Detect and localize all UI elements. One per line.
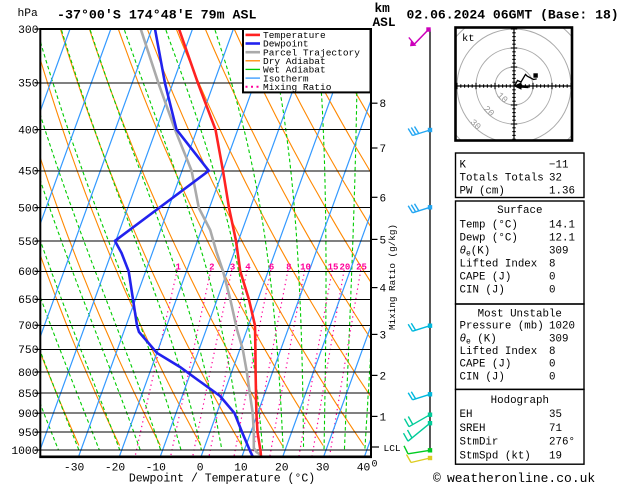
svg-text:450: 450 — [18, 167, 39, 179]
svg-text:Lifted Index: Lifted Index — [460, 259, 538, 271]
svg-text:1: 1 — [380, 412, 387, 424]
svg-text:750: 750 — [18, 345, 39, 357]
svg-text:-30: -30 — [64, 463, 85, 475]
svg-text:©: © — [433, 471, 441, 486]
svg-text:25: 25 — [356, 262, 367, 272]
svg-text:800: 800 — [18, 368, 39, 380]
svg-text:35: 35 — [549, 409, 562, 421]
svg-text:0: 0 — [549, 359, 555, 371]
svg-text:309: 309 — [549, 246, 568, 258]
svg-text:LCL: LCL — [384, 443, 401, 454]
svg-text:-20: -20 — [105, 463, 126, 475]
svg-text:600: 600 — [18, 267, 39, 279]
svg-text:−11: −11 — [549, 160, 568, 172]
svg-text:500: 500 — [18, 203, 39, 215]
svg-text:20: 20 — [275, 463, 289, 475]
svg-text:ASL: ASL — [373, 15, 396, 30]
svg-text:hPa: hPa — [18, 8, 39, 20]
svg-text:Parcel Trajectory: Parcel Trajectory — [263, 47, 360, 58]
svg-text:5: 5 — [380, 235, 387, 247]
svg-text:7: 7 — [380, 144, 387, 156]
svg-text:2: 2 — [380, 371, 387, 383]
svg-text:weatheronline.co.uk: weatheronline.co.uk — [447, 471, 595, 486]
svg-text:θe(K): θe(K) — [460, 246, 491, 259]
svg-text:40: 40 — [357, 463, 371, 475]
svg-text:0: 0 — [372, 460, 378, 471]
svg-text:900: 900 — [18, 409, 39, 421]
svg-text:0: 0 — [549, 272, 555, 284]
svg-text:950: 950 — [18, 428, 39, 440]
svg-text:-10: -10 — [146, 463, 167, 475]
svg-text:1020: 1020 — [549, 321, 575, 333]
svg-text:km: km — [375, 1, 391, 16]
svg-text:Wet Adiabat: Wet Adiabat — [263, 65, 326, 76]
svg-text:Hodograph: Hodograph — [491, 395, 549, 407]
svg-text:650: 650 — [18, 295, 39, 307]
svg-text:15: 15 — [328, 262, 339, 272]
svg-text:Lifted Index: Lifted Index — [460, 346, 538, 358]
svg-text:1: 1 — [175, 262, 181, 272]
svg-text:CAPE (J): CAPE (J) — [460, 272, 512, 284]
svg-text:CIN (J): CIN (J) — [460, 285, 505, 297]
svg-text:4: 4 — [245, 262, 251, 272]
svg-text:0: 0 — [549, 285, 555, 297]
svg-text:-37°00'S 174°48'E 79m ASL: -37°00'S 174°48'E 79m ASL — [57, 8, 257, 23]
svg-text:8: 8 — [286, 262, 291, 272]
svg-text:400: 400 — [18, 125, 39, 137]
svg-text:SREH: SREH — [460, 423, 486, 435]
svg-text:kt: kt — [462, 33, 475, 45]
svg-text:71: 71 — [549, 423, 562, 435]
svg-text:32: 32 — [549, 173, 562, 185]
svg-text:1.36: 1.36 — [549, 186, 575, 198]
svg-text:8: 8 — [549, 259, 555, 271]
svg-text:276°: 276° — [549, 437, 575, 449]
svg-text:Mixing Ratio: Mixing Ratio — [263, 82, 332, 93]
svg-text:StmDir: StmDir — [460, 437, 499, 449]
svg-text:CIN (J): CIN (J) — [460, 372, 505, 384]
svg-text:Dry Adiabat: Dry Adiabat — [263, 56, 326, 67]
svg-text:02.06.2024 06GMT (Base: 18): 02.06.2024 06GMT (Base: 18) — [407, 8, 619, 23]
svg-text:EH: EH — [460, 409, 473, 421]
svg-text:Mixing Ratio (g/kg): Mixing Ratio (g/kg) — [387, 224, 398, 330]
svg-text:19: 19 — [549, 450, 562, 462]
svg-text:6: 6 — [380, 193, 387, 205]
svg-text:700: 700 — [18, 321, 39, 333]
svg-text:850: 850 — [18, 389, 39, 401]
svg-text:3: 3 — [230, 262, 235, 272]
svg-text:550: 550 — [18, 237, 39, 249]
svg-text:10: 10 — [300, 262, 311, 272]
svg-text:Temperature: Temperature — [263, 30, 326, 41]
svg-text:θe (K): θe (K) — [460, 334, 497, 347]
svg-text:0: 0 — [197, 463, 204, 475]
svg-text:6: 6 — [269, 262, 274, 272]
svg-text:8: 8 — [549, 346, 555, 358]
svg-text:0: 0 — [549, 372, 555, 384]
svg-text:8: 8 — [380, 99, 387, 111]
svg-text:PW (cm): PW (cm) — [460, 186, 505, 198]
svg-text:Dewp (°C): Dewp (°C) — [460, 233, 518, 245]
svg-text:2: 2 — [209, 262, 214, 272]
svg-text:Dewpoint: Dewpoint — [263, 39, 309, 50]
svg-text:1000: 1000 — [11, 446, 38, 458]
svg-text:Isotherm: Isotherm — [263, 73, 309, 84]
svg-text:300: 300 — [18, 25, 39, 37]
svg-text:3: 3 — [380, 330, 387, 342]
svg-text:CAPE (J): CAPE (J) — [460, 359, 512, 371]
svg-text:350: 350 — [18, 79, 39, 91]
svg-text:Totals Totals: Totals Totals — [460, 173, 544, 185]
svg-text:Most Unstable: Most Unstable — [478, 309, 562, 321]
svg-text:K: K — [460, 160, 467, 172]
svg-text:Dewpoint / Temperature (°C): Dewpoint / Temperature (°C) — [129, 473, 315, 486]
svg-text:309: 309 — [549, 334, 568, 346]
svg-text:StmSpd (kt): StmSpd (kt) — [460, 450, 531, 462]
svg-text:10: 10 — [234, 463, 248, 475]
svg-text:12.1: 12.1 — [549, 233, 575, 245]
svg-text:Temp (°C): Temp (°C) — [460, 220, 518, 232]
svg-text:20: 20 — [339, 262, 350, 272]
svg-text:4: 4 — [380, 284, 387, 296]
svg-text:Surface: Surface — [497, 205, 542, 217]
svg-text:Pressure (mb): Pressure (mb) — [460, 321, 544, 333]
svg-text:30: 30 — [316, 463, 330, 475]
svg-text:14.1: 14.1 — [549, 220, 575, 232]
